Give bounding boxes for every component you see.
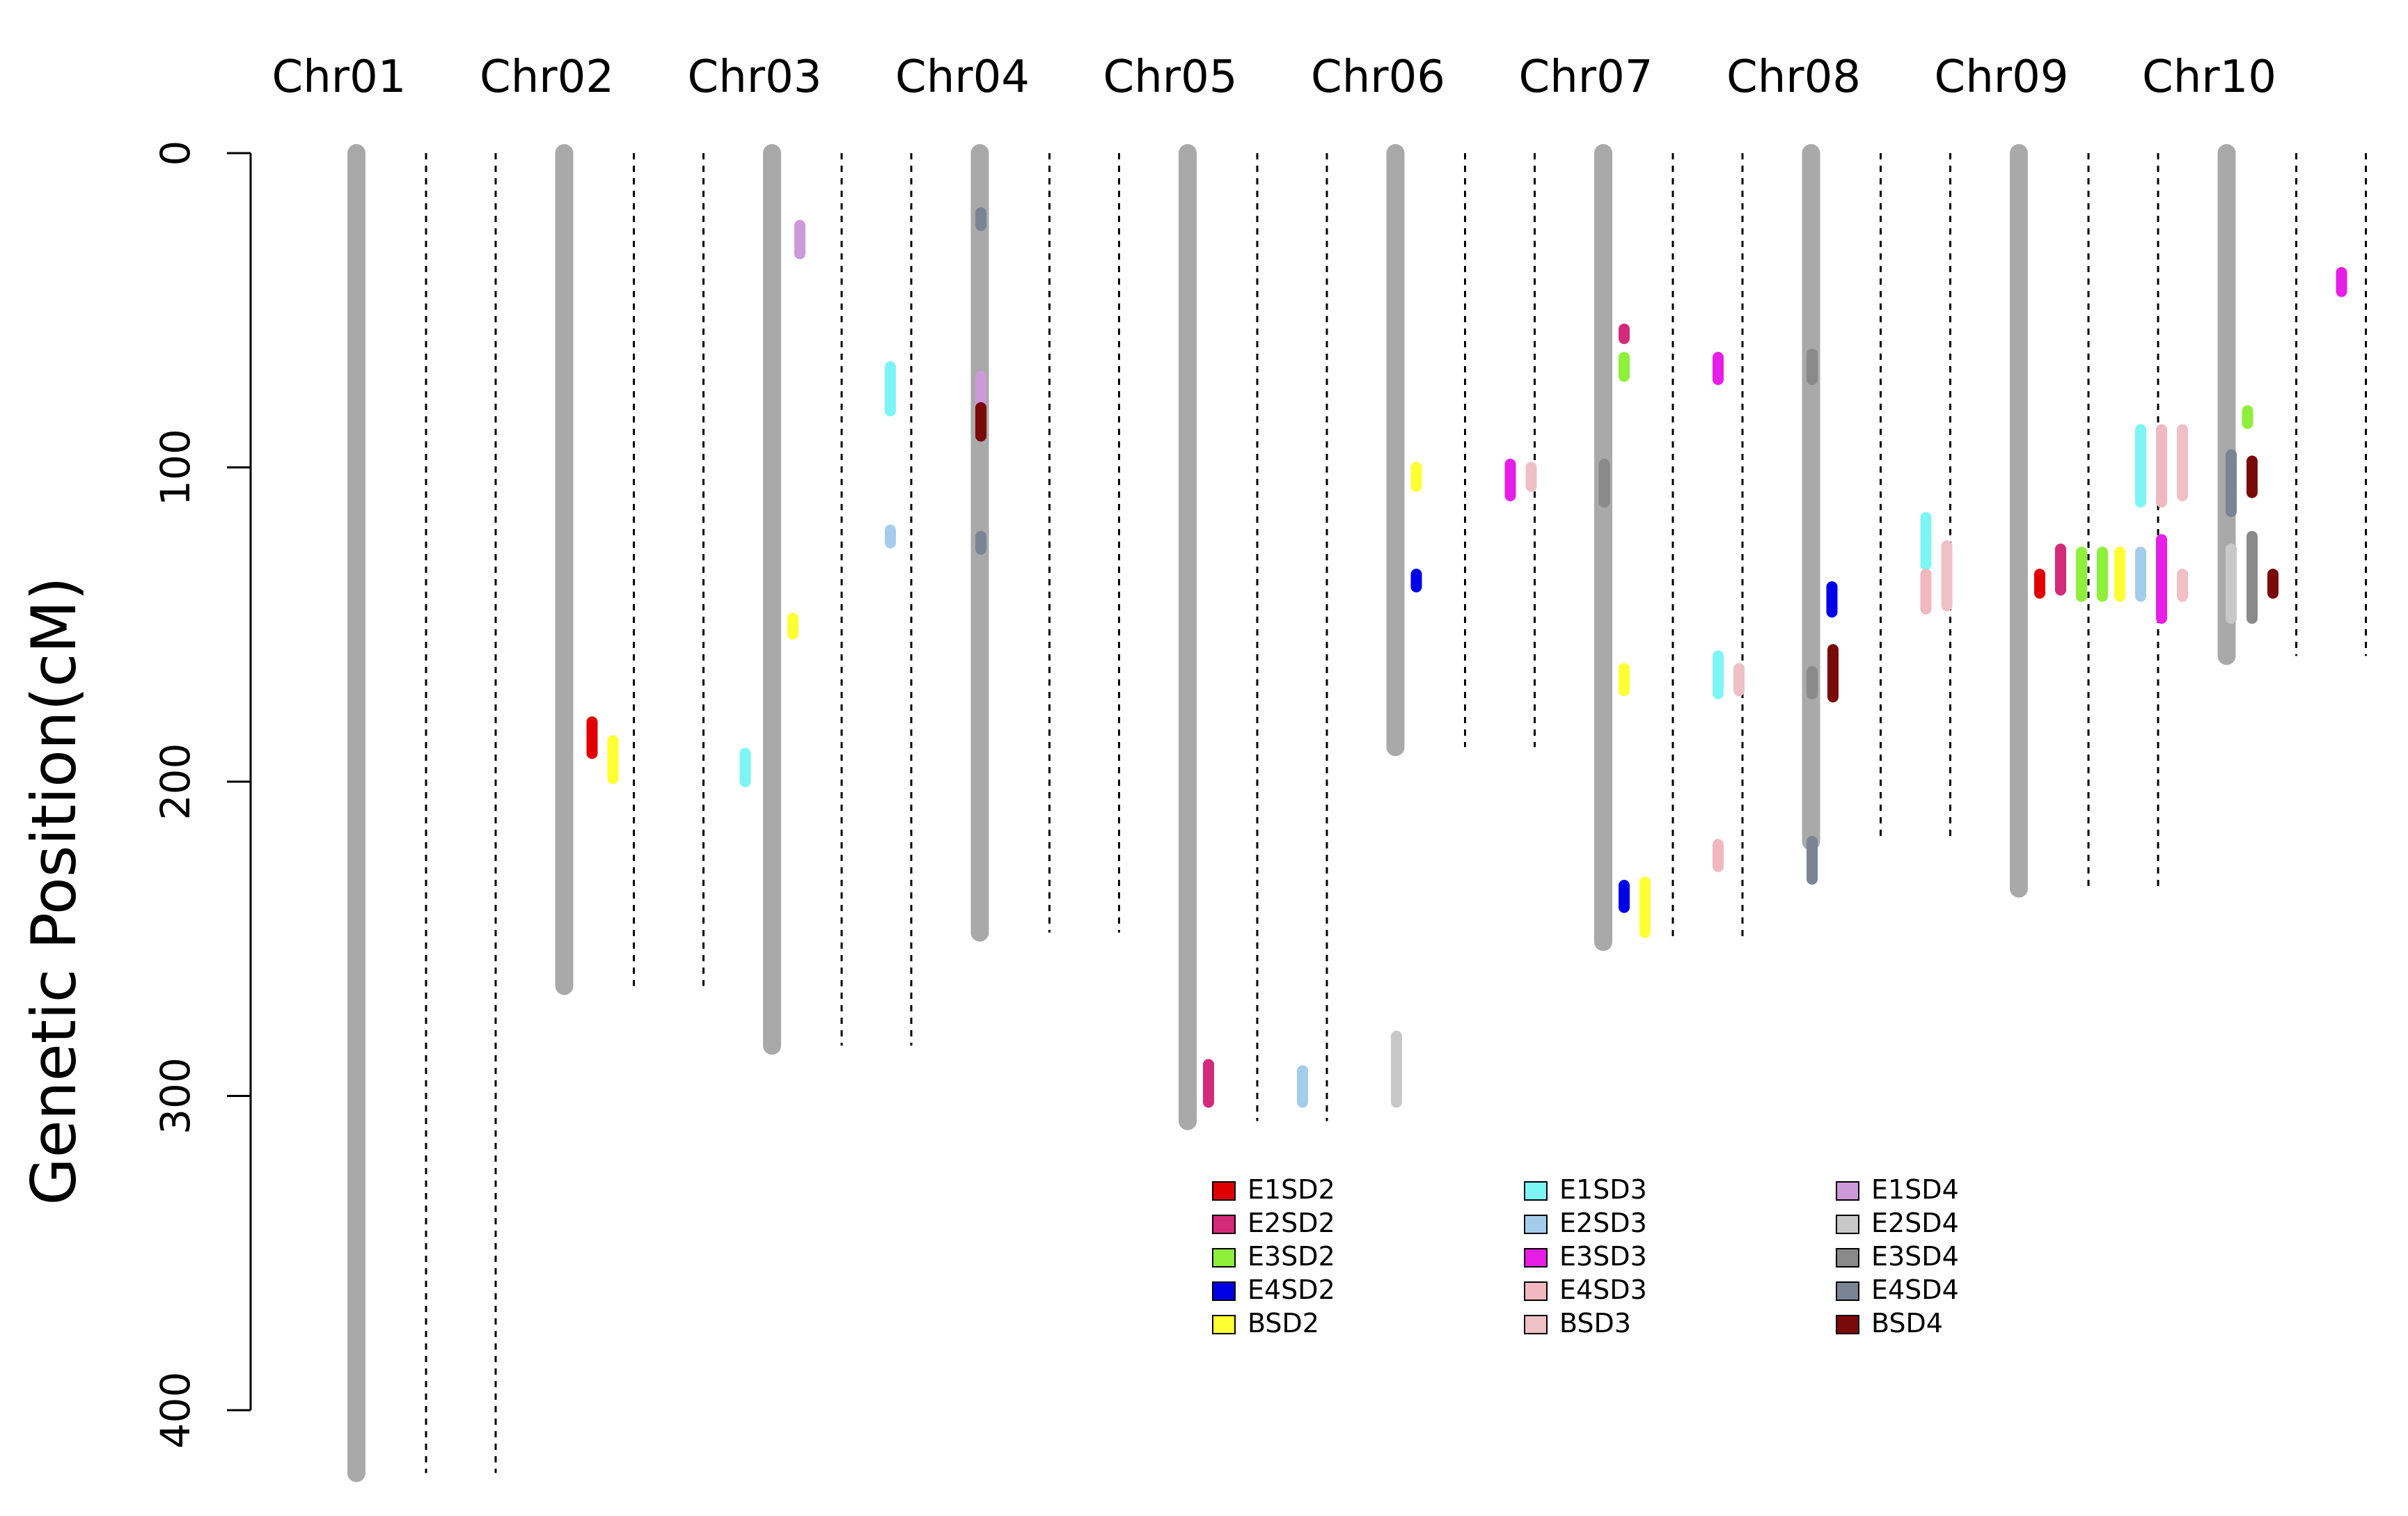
legend-swatch (1524, 1248, 1548, 1268)
y-axis: 0 100 200 300 400 Genetic Position(cM) (18, 141, 252, 1449)
legend-swatch (1524, 1215, 1548, 1234)
y-ticks: 0 100 200 300 400 (152, 141, 251, 1449)
legend-swatch (1212, 1315, 1236, 1334)
legend-swatch (1524, 1181, 1548, 1201)
chromosome-label: Chr10 (2142, 52, 2276, 103)
legend-swatch (1212, 1181, 1236, 1201)
legend-label: BSD3 (1559, 1308, 1631, 1339)
legend-swatch (1836, 1315, 1859, 1334)
legend-swatch (1524, 1281, 1548, 1301)
legend-label: E2SD3 (1559, 1208, 1647, 1238)
y-tick-label: 400 (152, 1372, 199, 1449)
chromosome-label: Chr05 (1103, 52, 1238, 103)
legend-swatch (1212, 1248, 1236, 1268)
legend-label: E4SD2 (1248, 1274, 1335, 1305)
chromosome-label: Chr02 (480, 52, 614, 103)
legend-swatch (1836, 1181, 1859, 1201)
legend-swatch (1836, 1248, 1859, 1268)
legend-swatch (1212, 1281, 1236, 1301)
legend-label: E2SD2 (1248, 1208, 1335, 1238)
legend-label: E4SD3 (1559, 1274, 1647, 1305)
y-tick-label: 0 (152, 141, 199, 166)
chromosome-label: Chr03 (688, 52, 822, 103)
chromosome-label: Chr08 (1726, 52, 1861, 103)
chromosome-label: Chr09 (1935, 52, 2069, 103)
legend-swatch (1836, 1281, 1859, 1301)
legend-label: E1SD4 (1871, 1174, 1959, 1205)
legend-label: BSD4 (1871, 1308, 1943, 1339)
legend-label: E3SD3 (1559, 1241, 1647, 1272)
legend-swatch (1836, 1215, 1859, 1234)
legend-label: E3SD4 (1871, 1241, 1959, 1272)
legend-label: E4SD4 (1871, 1274, 1959, 1305)
legend-swatch (1212, 1215, 1236, 1234)
chromosome-label: Chr06 (1311, 52, 1445, 103)
qtl-mark-group (586, 207, 2347, 1108)
legend-label: E3SD2 (1248, 1241, 1335, 1272)
y-tick-label: 100 (152, 429, 199, 506)
chromosome-label: Chr07 (1519, 52, 1653, 103)
chromosome-label: Chr01 (272, 52, 407, 103)
legend-label: E1SD2 (1248, 1174, 1335, 1205)
legend-label: E1SD3 (1559, 1174, 1647, 1205)
legend-label: BSD2 (1248, 1308, 1319, 1339)
legend-label: E2SD4 (1871, 1208, 1959, 1238)
chromosome-label: Chr04 (895, 52, 1030, 103)
legend-swatch (1524, 1315, 1548, 1334)
legend: E1SD2E2SD2E3SD2E4SD2BSD2E1SD3E2SD3E3SD3E… (1212, 1174, 1959, 1339)
y-axis-title: Genetic Position(cM) (18, 576, 90, 1205)
y-tick-label: 300 (152, 1057, 199, 1135)
chromosome-group: Chr01 Chr02 Chr03 Chr04 Chr05 Chr06 Chr07 Chr08… (272, 52, 2367, 1483)
y-tick-label: 200 (152, 743, 199, 821)
